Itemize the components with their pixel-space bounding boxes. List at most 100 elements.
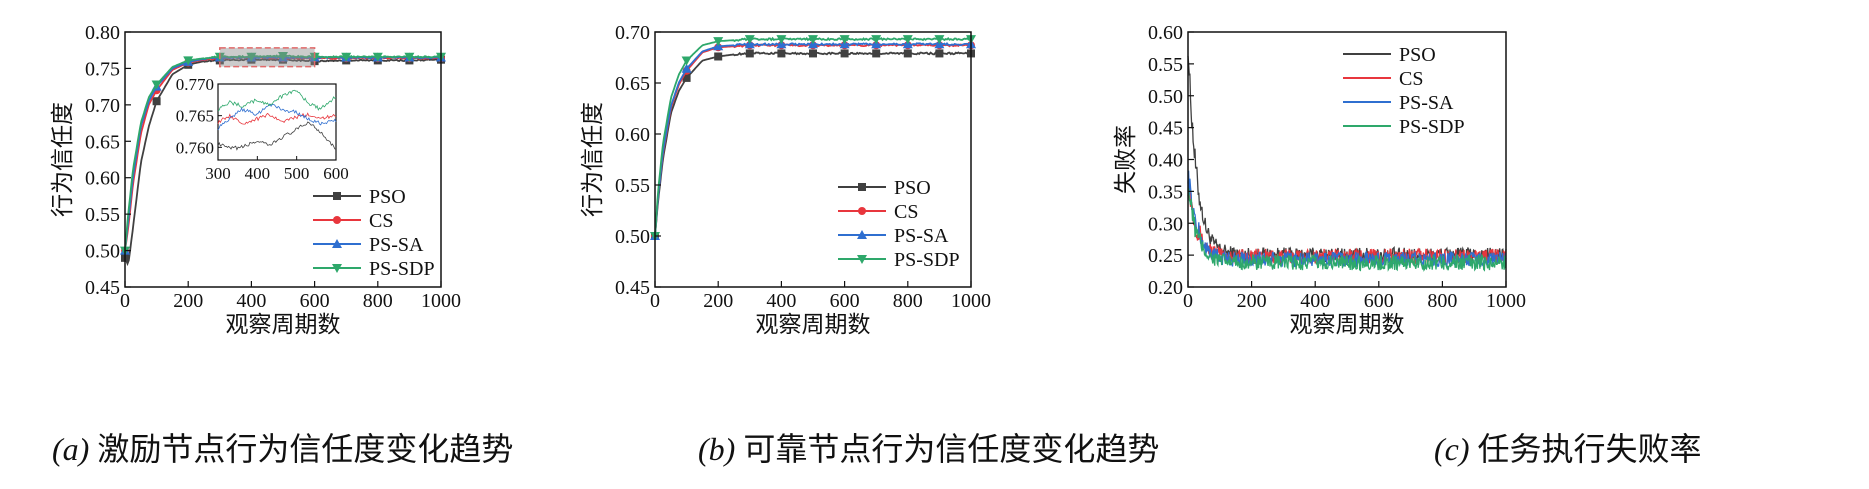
series-marker-pso: [935, 49, 944, 58]
y-tick-label: 0.55: [615, 175, 650, 197]
y-tick-label: 0.40: [1148, 150, 1183, 172]
inset-y-tick-label: 0.770: [176, 75, 214, 94]
y-tick-label: 0.20: [1148, 277, 1183, 299]
x-tick-label: 0: [650, 290, 660, 312]
series-marker-pso: [903, 49, 912, 58]
inset-line-ps-sdp: [217, 89, 337, 112]
series-line-cs: [654, 42, 972, 237]
inset-y-tick-label: 0.765: [176, 107, 214, 126]
y-tick-label: 0.45: [85, 277, 120, 299]
series-line-ps-sdp: [654, 36, 972, 237]
series-marker-ps-sdp: [372, 52, 383, 62]
series-marker-ps-sdp: [934, 35, 945, 45]
x-tick-label: 800: [363, 290, 393, 312]
chart-b: 0 200 400 600 800 1000 0.45 0.50 0.55 0.60 0.65 0.7…: [580, 22, 991, 337]
x-tick-label: 0: [120, 290, 130, 312]
x-axis-label: 观察周期数: [1290, 312, 1405, 337]
y-tick-label: 0.25: [1148, 245, 1183, 267]
caption-c: (c) 任务执行失败率: [1434, 424, 1702, 472]
series-marker-ps-sdp: [183, 56, 194, 66]
y-tick-label: 0.60: [1148, 22, 1183, 44]
series-marker-ps-sdp: [151, 80, 162, 90]
caption-c-text: 任务执行失败率: [1469, 431, 1702, 467]
series-marker-ps-sdp: [341, 52, 352, 62]
x-tick-label: 800: [1427, 290, 1457, 312]
zoom-highlight-box: [219, 47, 316, 68]
series-marker-ps-sdp: [839, 35, 850, 45]
legend-marker-pso: [333, 192, 341, 200]
y-tick-label: 0.55: [85, 204, 120, 226]
legend-marker-pso: [858, 183, 866, 191]
series-marker-ps-sdp: [808, 35, 818, 45]
legend-label-ps-sdp: PS-SDP: [894, 249, 960, 271]
inset-x-tick-label: 500: [284, 164, 310, 183]
legend-label-ps-sdp: PS-SDP: [1399, 116, 1465, 138]
chart-c: 0 200 400 600 800 1000 0.20 0.25 0.30 0.35 0.40 0.4…: [1113, 22, 1526, 337]
y-tick-label: 0.30: [1148, 213, 1183, 235]
inset-y-tick-label: 0.760: [176, 138, 214, 157]
x-tick-label: 800: [893, 290, 923, 312]
caption-a-tag: (a): [52, 431, 90, 467]
y-tick-label: 0.55: [1148, 54, 1183, 76]
series-marker-ps-sdp: [871, 35, 882, 45]
legend-label-pso: PSO: [1399, 44, 1436, 66]
y-tick-label: 0.65: [85, 131, 120, 153]
x-tick-label: 1000: [951, 290, 991, 312]
series-line-ps-sa: [654, 42, 972, 237]
legend-marker-ps-sa: [857, 230, 867, 239]
chart-a: 0 200 400 600 800 1000 0.45 0.50 0.55 0.60 0.65 0.7…: [50, 22, 461, 337]
series-marker-pso: [809, 49, 817, 58]
legend-marker-ps-sdp: [332, 264, 342, 273]
caption-a: (a) 激励节点行为信任度变化趋势: [52, 424, 513, 472]
series-marker-pso: [714, 52, 723, 61]
y-tick-label: 0.70: [85, 95, 120, 117]
x-axis-label: 观察周期数: [756, 312, 871, 337]
legend-marker-cs: [858, 207, 866, 215]
x-tick-label: 1000: [1486, 290, 1526, 312]
y-axis-label: 行为信任度: [580, 102, 605, 217]
series-line-ps-sdp: [1187, 188, 1507, 272]
x-tick-label: 600: [300, 290, 330, 312]
series-marker-ps-sdp: [246, 52, 257, 62]
series-marker-ps-sdp: [681, 56, 692, 66]
series-marker-pso: [152, 97, 161, 106]
y-tick-label: 0.45: [1148, 118, 1183, 140]
x-tick-label: 600: [1364, 290, 1394, 312]
series-marker-pso: [777, 49, 786, 58]
y-tick-label: 0.80: [85, 22, 120, 44]
x-tick-label: 200: [173, 290, 203, 312]
y-tick-label: 0.50: [1148, 86, 1183, 108]
legend-label-pso: PSO: [369, 186, 406, 208]
legend-label-ps-sa: PS-SA: [369, 234, 424, 256]
x-tick-label: 400: [766, 290, 796, 312]
inset-line-ps-sa: [217, 103, 337, 131]
inset-x-tick-label: 400: [245, 164, 271, 183]
legend-label-ps-sdp: PS-SDP: [369, 258, 435, 280]
series-marker-pso: [872, 49, 881, 58]
x-tick-label: 1000: [421, 290, 461, 312]
legend-label-cs: CS: [894, 201, 918, 223]
caption-b: (b) 可靠节点行为信任度变化趋势: [698, 424, 1159, 472]
x-tick-label: 400: [1300, 290, 1330, 312]
legend-marker-cs: [333, 216, 341, 224]
legend-marker-ps-sa: [332, 239, 342, 248]
y-axis-label: 失败率: [1113, 125, 1138, 194]
x-tick-label: 200: [1237, 290, 1267, 312]
legend-marker-ps-sdp: [857, 255, 867, 264]
y-tick-label: 0.50: [615, 226, 650, 248]
inset-line-cs: [217, 112, 337, 125]
y-tick-label: 0.50: [85, 241, 120, 263]
caption-a-text: 激励节点行为信任度变化趋势: [89, 431, 514, 467]
y-tick-label: 0.70: [615, 22, 650, 44]
series-marker-ps-sdp: [902, 35, 913, 45]
x-axis-label: 观察周期数: [226, 312, 341, 337]
series-marker-ps-sa: [681, 63, 692, 73]
y-axis-label: 行为信任度: [50, 102, 75, 217]
legend-label-pso: PSO: [894, 177, 931, 199]
series-marker-ps-sdp: [744, 35, 755, 45]
series-marker-pso: [745, 49, 754, 58]
caption-c-tag: (c): [1434, 431, 1470, 467]
x-tick-label: 200: [703, 290, 733, 312]
y-tick-label: 0.75: [85, 58, 120, 80]
